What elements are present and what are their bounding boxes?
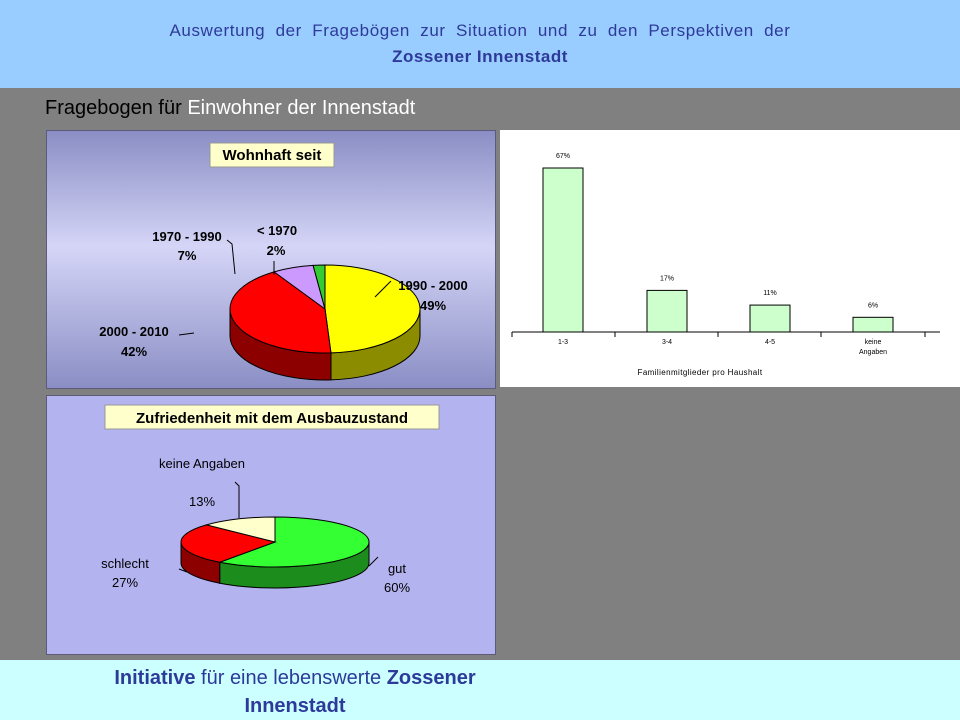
slide-header: Auswertung der Fragebögen zur Situation … (0, 0, 960, 88)
bar-2 (749, 304, 791, 333)
chart-wohnhaft-pie (229, 264, 421, 381)
zufriedenheit-slice (204, 516, 276, 543)
x-tick-label-0: 1-3 (558, 339, 568, 346)
value-2000-2010: 42% (121, 344, 147, 359)
bar-1 (646, 289, 688, 333)
chart-wohnhaft-title-box (209, 142, 335, 168)
value-gut: 60% (384, 580, 410, 595)
leader-line-1970-1990 (226, 239, 236, 275)
chart-zufriedenheit-pie (180, 516, 370, 589)
chart-familie: 67% 17% 11% 6% 1-3 3-4 4-5 keine Angaben Familie… (511, 153, 940, 377)
label-1970-1990: 1970 - 1990 (152, 229, 221, 244)
bar-value-label-2: 11% (763, 290, 777, 297)
label-gut: gut (388, 561, 406, 576)
leader-line-keine-angaben (234, 481, 240, 518)
bar-0 (542, 167, 584, 333)
wohnhaft-slice (229, 271, 332, 354)
subtitle-prefix: Fragebogen für (45, 97, 188, 119)
chart-zufriedenheit-title: Zufriedenheit mit dem Ausbauzustand (136, 410, 408, 427)
footer-part-2: für eine lebenswerte (195, 667, 387, 689)
value-1990-2000: 49% (420, 298, 446, 313)
chart-zufriedenheit: Zufriedenheit mit dem Ausbauzustand kein… (101, 404, 440, 595)
wohnhaft-slice (312, 264, 326, 310)
label-schlecht: schlecht (101, 556, 149, 571)
slide-footer: Initiative für eine lebenswerte Zossener… (0, 660, 960, 720)
value-keine: 13% (189, 494, 215, 509)
chart-wohnhaft: Wohnhaft seit 1970 - 1990 7% < 1970 2% 1… (99, 142, 468, 381)
x-tick-label-1: 3-4 (662, 339, 672, 346)
value-schlecht: 27% (112, 575, 138, 590)
chart-zufriedenheit-title-box (104, 404, 440, 430)
leader-line-2000-2010 (178, 332, 195, 336)
label-keine: keine Angaben (159, 456, 245, 471)
header-line-1: Auswertung der Fragebögen zur Situation … (169, 21, 791, 40)
x-tick-label-3-1: Angaben (859, 349, 887, 356)
chart-familie-xlabel: Familienmitglieder pro Haushalt (638, 368, 763, 377)
value-1970-1990: 7% (178, 248, 197, 263)
leader-line-gut (368, 556, 379, 567)
value-lt1970: 2% (267, 243, 286, 258)
label-1990-2000: 1990 - 2000 (398, 278, 467, 293)
chart-wohnhaft-title: Wohnhaft seit (223, 147, 322, 164)
footer-part-1: Initiative (114, 667, 196, 689)
leader-line-1990-2000 (374, 280, 392, 298)
footer-part-3: Zossener (386, 667, 476, 689)
bar-value-label-0: 67% (556, 153, 570, 160)
label-lt1970: < 1970 (257, 223, 297, 238)
zufriedenheit-slice (180, 524, 277, 563)
slide-subtitle: Fragebogen für Einwohner der Innenstadt (45, 97, 415, 120)
chart-zufriedenheit-panel: Zufriedenheit mit dem Ausbauzustand kein… (46, 395, 496, 655)
subtitle-highlight: Einwohner der Innenstadt (187, 97, 416, 119)
leader-line-schlecht (178, 568, 188, 573)
chart-wohnhaft-panel: Wohnhaft seit 1970 - 1990 7% < 1970 2% 1… (46, 130, 496, 389)
footer-line-1: Initiative für eine lebenswerte Zossener (0, 667, 590, 690)
header-line-2: Zossener Innenstadt (392, 47, 568, 66)
x-tick-label-2: 4-5 (765, 339, 775, 346)
bar-value-label-1: 17% (660, 275, 674, 282)
x-tick-label-3-0: keine (865, 339, 882, 346)
bar-3 (852, 316, 894, 333)
chart-familie-panel: 67% 17% 11% 6% 1-3 3-4 4-5 keine Angaben Familie… (500, 130, 960, 387)
zufriedenheit-slice (217, 516, 370, 568)
label-2000-2010: 2000 - 2010 (99, 324, 168, 339)
bar-value-label-3: 6% (868, 302, 878, 309)
wohnhaft-slice (324, 264, 421, 354)
footer-line-2: Innenstadt (244, 695, 346, 717)
